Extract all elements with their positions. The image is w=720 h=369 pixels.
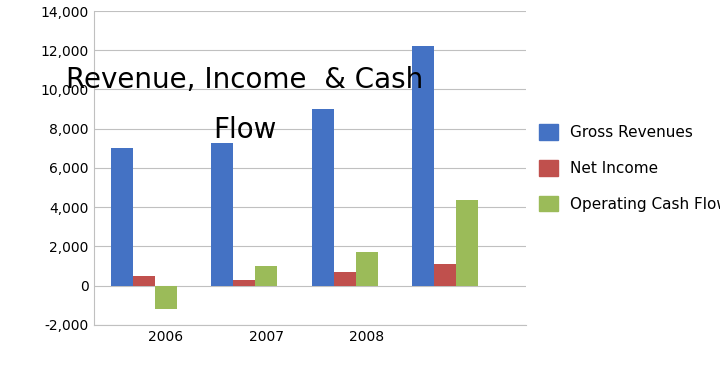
Bar [356, 252, 378, 286]
Bar [312, 109, 333, 286]
Bar [456, 200, 478, 286]
Legend: Gross Revenues, Net Income, Operating Cash Flow: Gross Revenues, Net Income, Operating Ca… [534, 118, 720, 218]
Bar [155, 286, 177, 309]
Text: Revenue, Income  & Cash: Revenue, Income & Cash [66, 66, 423, 94]
Bar [233, 280, 256, 286]
Bar [111, 148, 132, 286]
Bar [412, 46, 434, 286]
Bar [132, 276, 155, 286]
Text: Flow: Flow [213, 116, 276, 144]
Bar [333, 272, 356, 286]
Bar [256, 266, 277, 286]
Bar [211, 144, 233, 286]
Bar [434, 264, 456, 286]
